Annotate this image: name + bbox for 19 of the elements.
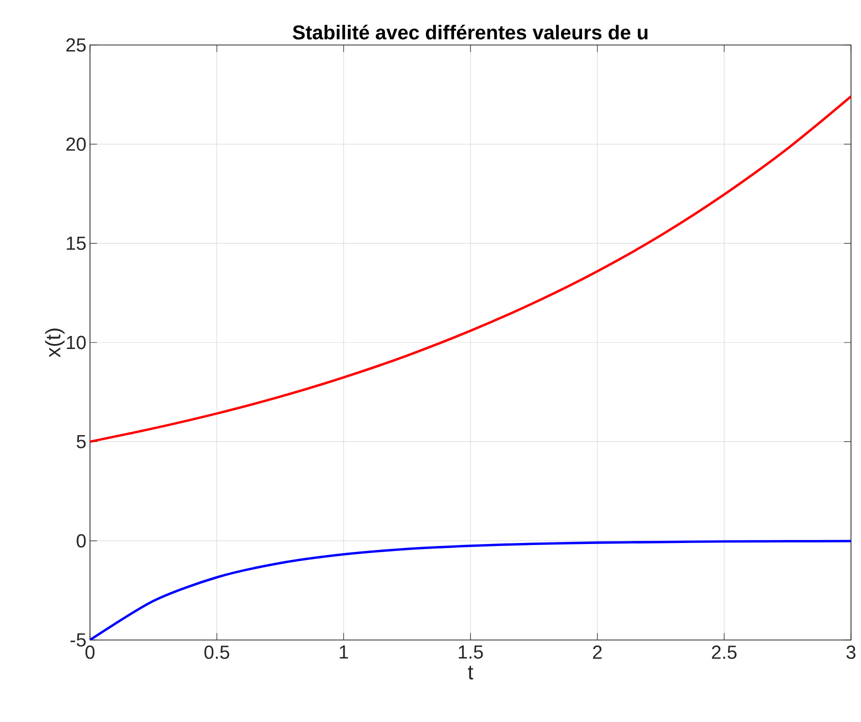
line-series <box>90 95 852 443</box>
y-tick-label: 5 <box>76 435 86 448</box>
y-tick-label: 0 <box>76 534 86 548</box>
y-axis-title: x(t) <box>45 328 65 358</box>
x-tick-label: 2.5 <box>712 646 737 659</box>
x-tick-label: 2 <box>593 646 602 659</box>
y-tick-label: 20 <box>66 137 86 151</box>
y-tick-label: 25 <box>66 38 86 52</box>
y-tick-label: -5 <box>70 633 86 647</box>
x-tick-label: 0.5 <box>204 646 230 659</box>
chart-title: Stabilité avec différentes valeurs de u <box>292 24 648 40</box>
line-series <box>90 540 852 640</box>
y-tick-label: 15 <box>66 236 86 250</box>
x-tick-label: 1.5 <box>458 646 483 659</box>
x-axis-title: t <box>468 666 474 680</box>
x-tick-label: 1 <box>340 646 348 659</box>
y-tick-label: 10 <box>66 336 86 350</box>
x-tick-label: 0 <box>85 646 95 659</box>
x-tick-label: 3 <box>846 646 856 659</box>
